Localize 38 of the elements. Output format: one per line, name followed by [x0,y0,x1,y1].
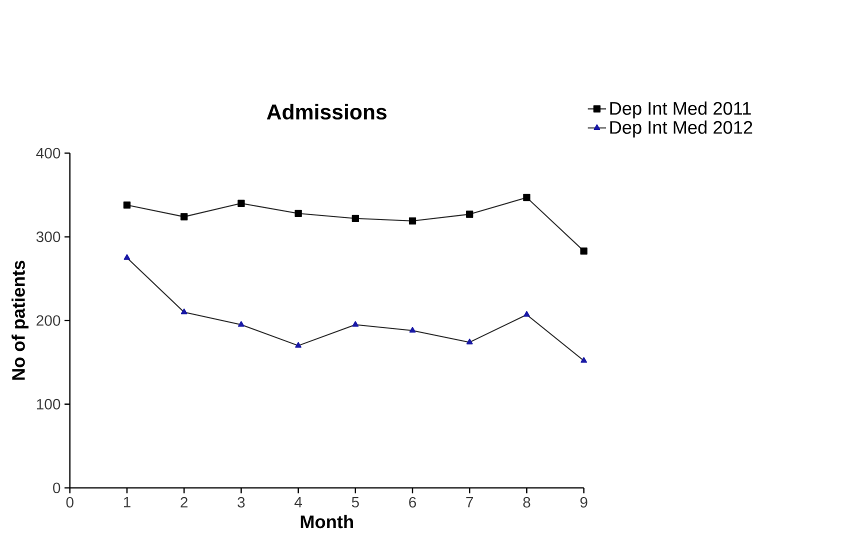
point [352,321,359,327]
point [294,210,302,218]
point [409,327,416,333]
point [238,200,245,208]
x-tick-label: 2 [180,497,188,508]
x-tick-label: 4 [294,497,302,508]
point [523,194,530,202]
point [466,338,473,345]
point [180,213,188,221]
x-axis-title: Month [300,515,353,528]
x-tick-label: 6 [409,497,416,508]
point [580,357,588,363]
legend-label: Dep Int Med 2012 [610,120,752,138]
y-tick-label: 0 [53,482,60,494]
point [180,308,188,314]
x-tick-label: 7 [466,497,474,508]
x-tick-label: 3 [238,497,245,508]
point [238,321,244,327]
point [466,210,474,218]
chart-title: Admissions [266,104,386,120]
point [123,202,131,209]
point [124,254,130,260]
point [295,342,302,348]
y-axis-title: No of patients [12,260,28,380]
x-tick-label: 5 [352,497,359,508]
x-tick-label: 9 [580,497,588,508]
x-tick-label: 0 [66,497,74,508]
y-tick-label: 400 [36,148,60,159]
point [408,218,416,225]
y-tick-label: 200 [36,315,60,326]
point [352,215,359,222]
x-tick-label: 8 [523,497,530,508]
point [580,248,588,255]
point [524,311,530,317]
legend-label: Dep Int Med 2011 [610,102,751,119]
x-tick-label: 1 [124,497,130,508]
y-tick-label: 300 [36,232,60,242]
y-tick-label: 100 [36,399,60,410]
